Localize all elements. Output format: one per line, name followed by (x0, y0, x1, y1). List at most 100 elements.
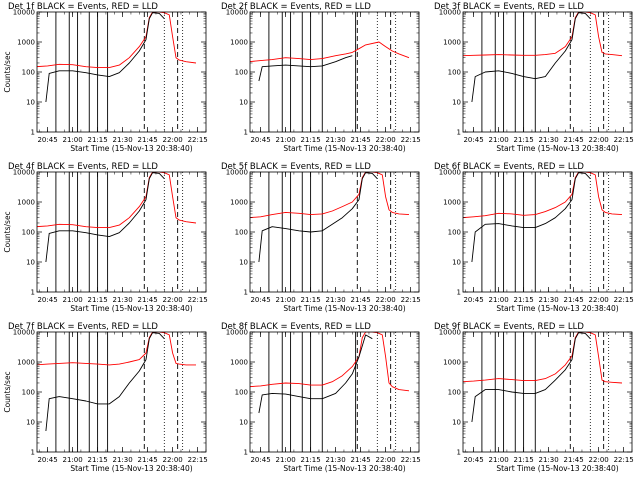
chart-svg: Det 3f BLACK = Events, RED = LLD 1 10 100 10… (434, 2, 634, 153)
y-tick-label: 1 (31, 129, 35, 137)
y-axis-label: Counts/sec (3, 211, 12, 252)
y-tick-label: 1000 (443, 359, 461, 367)
series-line-events (471, 12, 591, 103)
x-tick-label: 21:00 (488, 296, 508, 304)
series-line-events (45, 12, 165, 103)
panel-title: Det 2f BLACK = Events, RED = LLD (221, 2, 371, 12)
y-tick-label: 1 (244, 449, 248, 457)
x-tick-label: 22:15 (614, 296, 634, 304)
plot-frame (249, 331, 420, 453)
x-tick-label: 21:45 (351, 456, 371, 464)
x-tick-label: 21:15 (301, 136, 321, 144)
x-axis-label: Start Time (15-Nov-13 20:38:40) (283, 464, 405, 473)
detector-panel-3: Det 3f BLACK = Events, RED = LLD 1 10 100 10… (426, 0, 639, 160)
x-tick-label: 21:45 (138, 296, 158, 304)
x-tick-label: 21:45 (564, 136, 584, 144)
panel-title: Det 9f BLACK = Events, RED = LLD (434, 322, 584, 332)
x-tick-label: 22:15 (614, 136, 634, 144)
series-line-lld (463, 12, 623, 57)
x-tick-label: 21:45 (351, 296, 371, 304)
y-tick-label: 10 (26, 99, 35, 107)
y-tick-label: 1000 (230, 39, 248, 47)
panel-title: Det 4f BLACK = Events, RED = LLD (8, 162, 158, 172)
plot-frame (36, 171, 207, 293)
x-tick-label: 21:30 (539, 296, 559, 304)
x-tick-label: 20:45 (463, 296, 483, 304)
marker-lines (55, 12, 184, 132)
panel-title: Det 8f BLACK = Events, RED = LLD (221, 322, 371, 332)
series-line-events (258, 55, 353, 82)
x-tick-label: 21:00 (275, 456, 295, 464)
detector-panel-2: Det 2f BLACK = Events, RED = LLD 1 10 100 10… (213, 0, 426, 160)
y-tick-label: 1 (457, 449, 461, 457)
x-tick-label: 20:45 (250, 456, 270, 464)
y-tick-label: 1000 (230, 199, 248, 207)
x-tick-label: 21:15 (514, 296, 534, 304)
y-tick-label: 1 (457, 289, 461, 297)
x-tick-label: 21:45 (138, 456, 158, 464)
chart-svg: Det 6f BLACK = Events, RED = LLD 1 10 100 10… (434, 162, 634, 313)
x-tick-label: 22:15 (401, 296, 421, 304)
y-tick-label: 1 (457, 129, 461, 137)
panel-title: Det 3f BLACK = Events, RED = LLD (434, 2, 584, 12)
x-tick-label: 21:15 (301, 456, 321, 464)
detector-panel-8: Det 8f BLACK = Events, RED = LLD 1 10 100 10… (213, 320, 426, 480)
y-tick-label: 100 (448, 229, 461, 237)
x-tick-label: 22:15 (188, 136, 208, 144)
x-tick-label: 21:15 (88, 456, 108, 464)
y-axis-label: Counts/sec (3, 371, 12, 412)
x-tick-label: 21:15 (514, 456, 534, 464)
y-axis-label: Counts/sec (3, 51, 12, 92)
x-tick-label: 20:45 (37, 456, 57, 464)
y-tick-label: 1000 (17, 199, 35, 207)
x-tick-label: 20:45 (250, 296, 270, 304)
x-tick-label: 22:00 (589, 136, 609, 144)
y-tick-label: 1000 (17, 359, 35, 367)
y-tick-label: 100 (235, 69, 248, 77)
marker-lines (481, 172, 610, 292)
series-line-lld (37, 12, 197, 69)
y-tick-label: 10000 (13, 9, 35, 17)
x-axis-label: Start Time (15-Nov-13 20:38:40) (70, 464, 192, 473)
marker-lines (268, 332, 397, 452)
detector-panel-4: Det 4f BLACK = Events, RED = LLD Counts/s… (0, 160, 213, 320)
series-line-lld (37, 332, 196, 366)
plot-frame (249, 171, 420, 293)
panel-title: Det 6f BLACK = Events, RED = LLD (434, 162, 584, 172)
x-tick-label: 21:30 (113, 136, 133, 144)
x-tick-label: 21:45 (564, 296, 584, 304)
x-tick-label: 22:15 (188, 296, 208, 304)
marker-lines (55, 332, 184, 452)
x-tick-label: 22:00 (163, 456, 183, 464)
y-tick-label: 10000 (439, 169, 461, 177)
series-line-events (471, 332, 591, 423)
x-axis-label: Start Time (15-Nov-13 20:38:40) (496, 144, 618, 153)
y-tick-label: 1 (244, 289, 248, 297)
y-tick-label: 10000 (13, 329, 35, 337)
y-tick-label: 1 (244, 129, 248, 137)
x-tick-label: 22:00 (376, 456, 396, 464)
marker-lines (268, 12, 397, 132)
y-tick-label: 10 (239, 99, 248, 107)
chart-svg: Det 8f BLACK = Events, RED = LLD 1 10 100 10… (221, 322, 421, 473)
chart-svg: Det 4f BLACK = Events, RED = LLD Counts/s… (3, 162, 208, 313)
y-tick-label: 100 (22, 229, 35, 237)
y-tick-label: 100 (448, 69, 461, 77)
chart-svg: Det 7f BLACK = Events, RED = LLD Counts/s… (3, 322, 208, 473)
series-line-lld (463, 172, 623, 219)
y-tick-label: 1000 (443, 39, 461, 47)
y-tick-label: 100 (235, 389, 248, 397)
x-tick-label: 22:15 (614, 456, 634, 464)
y-tick-label: 10 (452, 259, 461, 267)
detector-panel-9: Det 9f BLACK = Events, RED = LLD 1 10 100 10… (426, 320, 639, 480)
x-tick-label: 21:30 (326, 296, 346, 304)
plot-frame (249, 11, 420, 133)
y-tick-label: 10000 (226, 329, 248, 337)
y-tick-label: 1000 (230, 359, 248, 367)
x-axis-label: Start Time (15-Nov-13 20:38:40) (496, 304, 618, 313)
x-axis-label: Start Time (15-Nov-13 20:38:40) (283, 144, 405, 153)
marker-lines (268, 172, 397, 292)
y-tick-label: 10000 (439, 9, 461, 17)
x-tick-label: 21:00 (488, 456, 508, 464)
